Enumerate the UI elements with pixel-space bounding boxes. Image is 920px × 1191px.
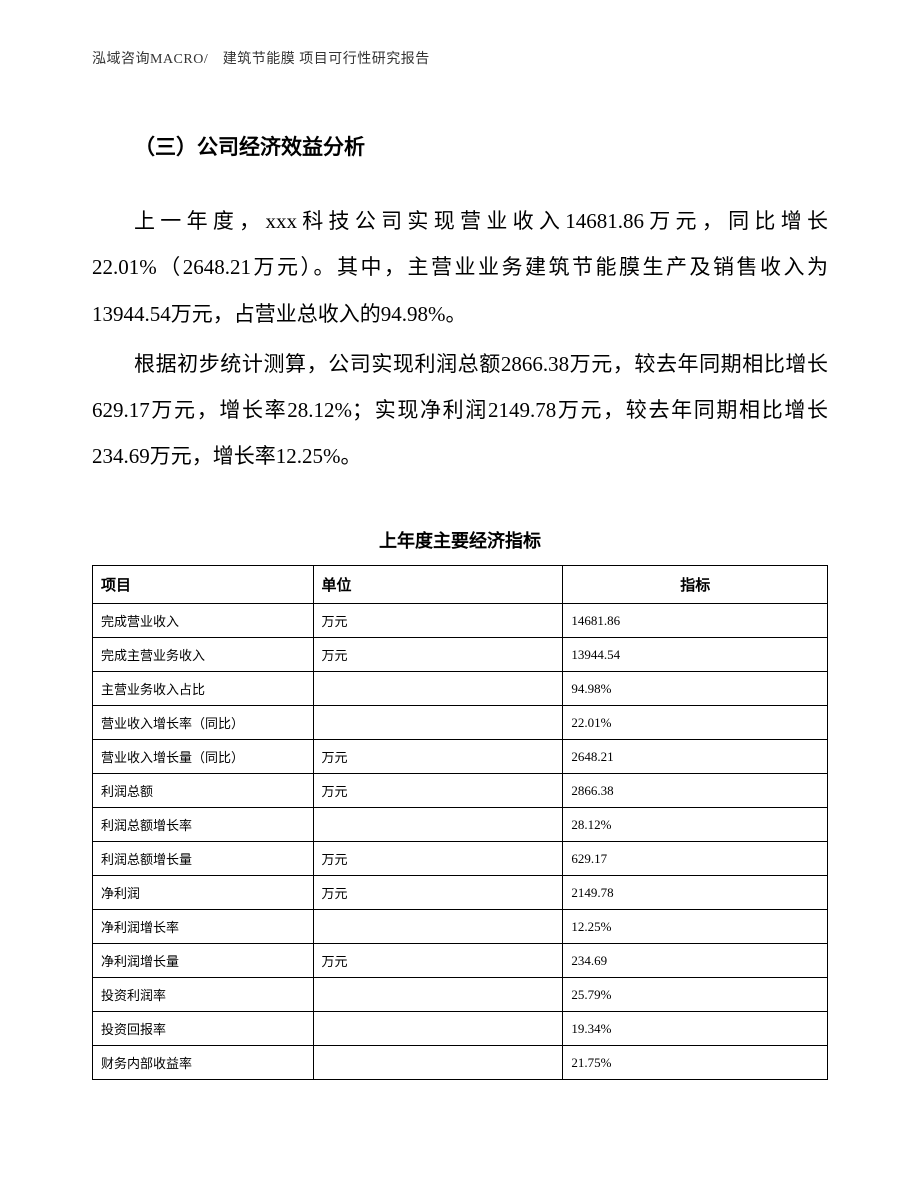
table-cell-unit — [313, 672, 563, 706]
table-cell-unit: 万元 — [313, 774, 563, 808]
table-cell-value: 629.17 — [563, 842, 828, 876]
table-cell-unit: 万元 — [313, 740, 563, 774]
table-cell-value: 2866.38 — [563, 774, 828, 808]
table-cell-item: 投资利润率 — [93, 978, 314, 1012]
table-cell-unit: 万元 — [313, 604, 563, 638]
table-cell-value: 234.69 — [563, 944, 828, 978]
table-cell-item: 利润总额增长率 — [93, 808, 314, 842]
table-cell-unit — [313, 808, 563, 842]
table-cell-value: 25.79% — [563, 978, 828, 1012]
table-cell-value: 2149.78 — [563, 876, 828, 910]
table-body: 完成营业收入 万元 14681.86 完成主营业务收入 万元 13944.54 … — [93, 604, 828, 1080]
table-row: 完成主营业务收入 万元 13944.54 — [93, 638, 828, 672]
table-cell-unit: 万元 — [313, 876, 563, 910]
section-title: （三）公司经济效益分析 — [92, 124, 828, 170]
table-cell-value: 12.25% — [563, 910, 828, 944]
table-cell-value: 14681.86 — [563, 604, 828, 638]
table-cell-unit — [313, 1046, 563, 1080]
table-row: 利润总额 万元 2866.38 — [93, 774, 828, 808]
table-row: 利润总额增长量 万元 629.17 — [93, 842, 828, 876]
table-row: 投资利润率 25.79% — [93, 978, 828, 1012]
table-row: 营业收入增长量（同比） 万元 2648.21 — [93, 740, 828, 774]
table-header-item: 项目 — [93, 566, 314, 604]
table-cell-unit — [313, 978, 563, 1012]
table-row: 净利润增长量 万元 234.69 — [93, 944, 828, 978]
table-row: 完成营业收入 万元 14681.86 — [93, 604, 828, 638]
table-cell-item: 主营业务收入占比 — [93, 672, 314, 706]
table-cell-item: 净利润增长量 — [93, 944, 314, 978]
table-cell-item: 完成主营业务收入 — [93, 638, 314, 672]
table-cell-item: 投资回报率 — [93, 1012, 314, 1046]
table-cell-unit: 万元 — [313, 842, 563, 876]
table-cell-value: 2648.21 — [563, 740, 828, 774]
table-row: 营业收入增长率（同比） 22.01% — [93, 706, 828, 740]
table-cell-item: 营业收入增长量（同比） — [93, 740, 314, 774]
table-row: 投资回报率 19.34% — [93, 1012, 828, 1046]
table-cell-value: 94.98% — [563, 672, 828, 706]
table-cell-unit — [313, 1012, 563, 1046]
table-cell-item: 净利润增长率 — [93, 910, 314, 944]
economic-indicators-table: 项目 单位 指标 完成营业收入 万元 14681.86 完成主营业务收入 万元 … — [92, 565, 828, 1080]
body-paragraph-2: 根据初步统计测算，公司实现利润总额2866.38万元，较去年同期相比增长629.… — [92, 341, 828, 480]
table-cell-value: 13944.54 — [563, 638, 828, 672]
table-cell-unit — [313, 910, 563, 944]
table-cell-item: 营业收入增长率（同比） — [93, 706, 314, 740]
table-cell-unit: 万元 — [313, 944, 563, 978]
table-cell-item: 净利润 — [93, 876, 314, 910]
body-paragraph-1: 上一年度，xxx科技公司实现营业收入14681.86万元，同比增长22.01%（… — [92, 198, 828, 337]
table-header-value: 指标 — [563, 566, 828, 604]
table-cell-value: 22.01% — [563, 706, 828, 740]
table-cell-value: 28.12% — [563, 808, 828, 842]
table-cell-value: 21.75% — [563, 1046, 828, 1080]
table-header-unit: 单位 — [313, 566, 563, 604]
table-cell-unit — [313, 706, 563, 740]
table-cell-value: 19.34% — [563, 1012, 828, 1046]
table-row: 净利润 万元 2149.78 — [93, 876, 828, 910]
table-row: 净利润增长率 12.25% — [93, 910, 828, 944]
table-row: 利润总额增长率 28.12% — [93, 808, 828, 842]
table-cell-unit: 万元 — [313, 638, 563, 672]
table-cell-item: 财务内部收益率 — [93, 1046, 314, 1080]
table-cell-item: 完成营业收入 — [93, 604, 314, 638]
table-cell-item: 利润总额 — [93, 774, 314, 808]
table-row: 主营业务收入占比 94.98% — [93, 672, 828, 706]
table-cell-item: 利润总额增长量 — [93, 842, 314, 876]
table-header-row: 项目 单位 指标 — [93, 566, 828, 604]
table-title: 上年度主要经济指标 — [92, 527, 828, 553]
document-header: 泓域咨询MACRO/ 建筑节能膜 项目可行性研究报告 — [92, 48, 828, 68]
table-row: 财务内部收益率 21.75% — [93, 1046, 828, 1080]
